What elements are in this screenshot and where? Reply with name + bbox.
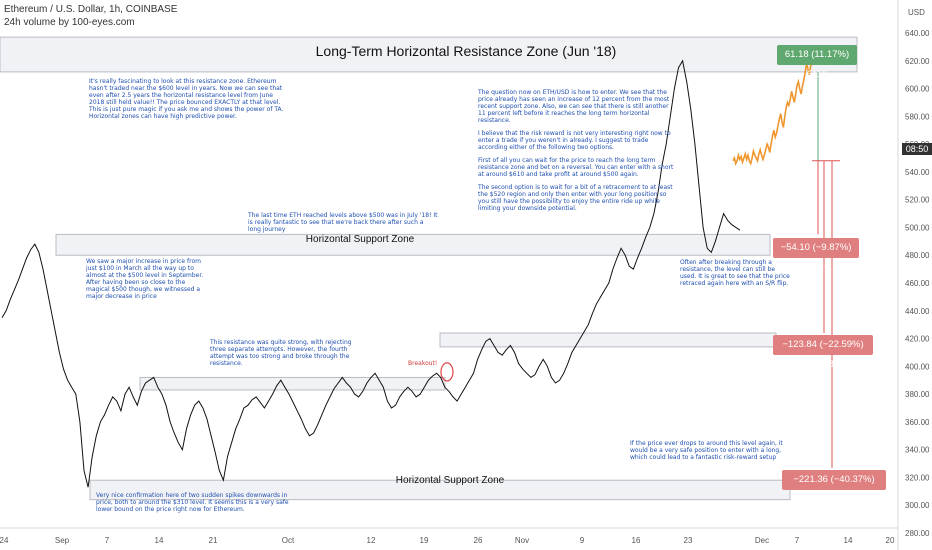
resistance-zone-title: Long-Term Horizontal Resistance Zone (Ju…: [315, 43, 617, 59]
x-tick-label: 20: [886, 536, 895, 545]
y-tick-label: 380.00: [905, 390, 930, 399]
y-tick-label: 460.00: [905, 279, 930, 288]
badge-down-measure-1[interactable]: −54.10 (−9.87%) −5410: [773, 238, 859, 273]
x-tick-label: 23: [684, 536, 693, 545]
note-last-time: The last time ETH reached levels above $…: [248, 212, 438, 233]
x-tick-label: Sep: [55, 536, 70, 545]
note-entry: The question now on ETH/USD is how to en…: [478, 89, 674, 218]
note-entry-p2: I believe that the risk reward is not ve…: [478, 130, 671, 151]
badge-down-measure-2[interactable]: −123.84 (−22.59%) −12384: [773, 335, 873, 370]
current-price-tag: 08:50: [902, 143, 932, 155]
x-tick-label: 26: [474, 536, 483, 545]
y-tick-label: 340.00: [905, 446, 930, 455]
note-entry-p3: First of all you can wait for the price …: [478, 157, 674, 178]
note-major-increase: We saw a major increase in price from ju…: [86, 258, 204, 300]
y-tick-label: 520.00: [905, 196, 930, 205]
x-tick-label: 12: [367, 536, 376, 545]
currency-label: USD: [908, 8, 925, 17]
x-tick-label: 7: [105, 536, 110, 545]
projection-series-line: [732, 63, 813, 166]
x-tick-label: 16: [632, 536, 641, 545]
price-series-line: [1, 59, 741, 488]
chart-subtitle: 24h volume by 100-eyes.com: [4, 17, 135, 28]
y-tick-label: 400.00: [905, 362, 930, 371]
note-safe-long: If the price ever drops to around this l…: [630, 440, 783, 461]
note-confirmation: Very nice confirmation here of two sudde…: [96, 492, 289, 513]
support-zone-upper: [55, 233, 771, 256]
y-tick-label: 600.00: [905, 85, 930, 94]
x-tick-label: Oct: [282, 536, 295, 545]
y-tick-label: 500.00: [905, 223, 930, 232]
y-tick-label: 640.00: [905, 29, 930, 38]
y-tick-label: 320.00: [905, 473, 930, 482]
badge-down-measure-3[interactable]: −221.36 (−40.37%) −22136: [782, 470, 886, 505]
breakout-marker: [440, 362, 454, 382]
y-tick-label: 580.00: [905, 112, 930, 121]
mini-resistance-zone: [139, 376, 446, 391]
x-tick-label: Nov: [515, 536, 529, 545]
note-breakout: Breakout!: [408, 360, 438, 367]
x-tick-label: 24: [0, 536, 9, 545]
y-tick-label: 280.00: [905, 529, 930, 538]
support-zone-lower-title: Horizontal Support Zone: [395, 475, 505, 486]
x-tick-label: 21: [209, 536, 218, 545]
resistance-zone: [0, 36, 858, 73]
support-zone-upper-title: Horizontal Support Zone: [305, 234, 415, 245]
x-tick-label: 19: [420, 536, 429, 545]
note-entry-p1: The question now on ETH/USD is how to en…: [478, 89, 670, 124]
y-tick-label: 360.00: [905, 418, 930, 427]
x-tick-label: 7: [795, 536, 800, 545]
y-tick-label: 300.00: [905, 501, 930, 510]
note-sr-flip: Often after breaking through a resistanc…: [680, 259, 790, 287]
note-strong-resistance: This resistance was quite strong, with r…: [210, 339, 352, 367]
note-entry-p4: The second option is to wait for a bit o…: [478, 184, 673, 212]
note-resistance: It's really fascinating to look at this …: [89, 78, 284, 120]
y-tick-label: 440.00: [905, 307, 930, 316]
x-tick-label: 14: [844, 536, 853, 545]
x-tick-label: Dec: [755, 536, 769, 545]
y-tick-label: 480.00: [905, 251, 930, 260]
chart-title: Ethereum / U.S. Dollar, 1h, COINBASE: [4, 4, 178, 15]
x-tick-label: 9: [580, 536, 585, 545]
badge-up-measure[interactable]: 61.18 (11.17%) 6118: [777, 45, 857, 80]
y-tick-label: 540.00: [905, 168, 930, 177]
y-tick-label: 620.00: [905, 57, 930, 66]
y-tick-label: 420.00: [905, 335, 930, 344]
x-tick-label: 14: [155, 536, 164, 545]
